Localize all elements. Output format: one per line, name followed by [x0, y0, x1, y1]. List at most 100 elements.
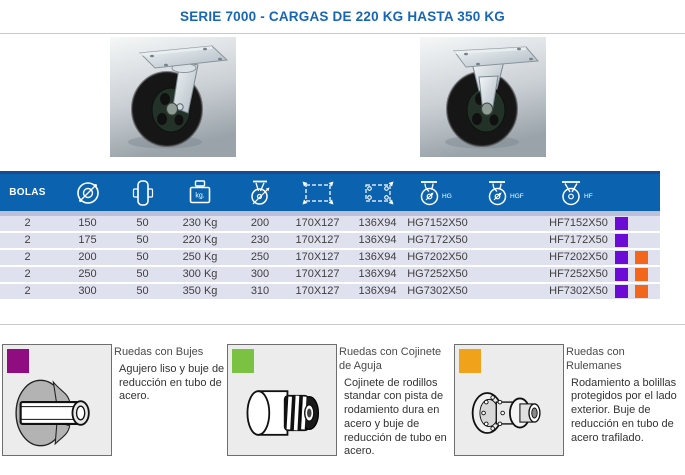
plate-size-icon — [302, 181, 333, 204]
legend-item-bujes: Ruedas con Bujes Agujero liso y buje de … — [0, 344, 227, 459]
cell-platina: 170X127 — [295, 251, 340, 263]
swivel-caster-hg-icon: HG — [420, 180, 452, 205]
cell-tipos — [612, 217, 660, 230]
fixed-caster-hf-icon: HF — [561, 180, 593, 205]
product-photos — [0, 34, 685, 158]
column-header-hgf: HGF — [470, 174, 545, 211]
cell-hg: HG7172X50 — [407, 234, 468, 246]
bujes-title: Ruedas con Bujes — [114, 346, 204, 358]
table-body: 2 150 50 230 Kg 200 170X127 136X94 HG715… — [0, 216, 660, 301]
cell-hf: HF7172X50 — [549, 234, 608, 246]
cell-tipos — [612, 234, 660, 247]
bujes-description: Agujero liso y buje de reducción en tubo… — [119, 362, 225, 403]
cell-ancho: 50 — [136, 268, 149, 280]
swivel-caster-photo — [110, 37, 236, 157]
cell-agujeros: 136X94 — [358, 268, 397, 280]
column-header-hg: HG — [405, 174, 470, 211]
type-swatch-bujes — [615, 285, 628, 298]
bolt-holes-icon — [364, 181, 393, 204]
cell-carga: 220 Kg — [182, 234, 218, 246]
fixed-caster-photo — [420, 37, 546, 157]
swivel-caster-hgf-icon: HGF — [488, 180, 524, 205]
table-row: 2 175 50 220 Kg 230 170X127 136X94 HG717… — [0, 233, 660, 250]
rulemanes-text: Ruedas con Rulemanes Rodamiento a bolill… — [564, 344, 677, 459]
page-title: SERIE 7000 - CARGAS DE 220 KG HASTA 350 … — [180, 9, 505, 24]
cell-hg: HG7202X50 — [407, 251, 468, 263]
bujes-text: Ruedas con Bujes Agujero liso y buje de … — [112, 344, 225, 459]
mounting-height-icon — [251, 180, 270, 205]
type-swatch-bujes — [615, 268, 628, 281]
bearing-legend: Ruedas con Bujes Agujero liso y buje de … — [0, 344, 685, 459]
kg-label: kg. — [195, 192, 204, 199]
cell-tipos — [612, 268, 660, 281]
title-bar: SERIE 7000 - CARGAS DE 220 KG HASTA 350 … — [0, 0, 685, 34]
type-swatch-bujes — [615, 234, 628, 247]
cell-platina: 170X127 — [295, 268, 340, 280]
cell-diametro: 250 — [78, 268, 97, 280]
cell-hf: HF7202X50 — [549, 251, 608, 263]
type-swatch-rulemanes — [635, 285, 648, 298]
hg-column-label: HG — [442, 193, 452, 200]
cell-carga: 250 Kg — [182, 251, 218, 263]
table-row: 2 300 50 350 Kg 310 170X127 136X94 HG730… — [0, 284, 660, 301]
cojinete-aguja-title: Ruedas con Cojinete de Aguja — [339, 346, 442, 372]
column-header-height — [235, 174, 285, 211]
rulemanes-image-box — [454, 344, 564, 456]
ball-bearing-illustration — [471, 392, 541, 434]
hf-column-label: HF — [584, 193, 593, 200]
bujes-image-box — [2, 344, 112, 456]
cell-ancho: 50 — [136, 234, 149, 246]
cell-hf: HF7152X50 — [549, 217, 608, 229]
wheel-width-icon — [132, 179, 153, 206]
rulemanes-title: Ruedas con Rulemanes — [566, 346, 625, 372]
fixed-caster-illustration — [420, 37, 546, 157]
cell-bolas: 2 — [24, 251, 31, 263]
cell-agujeros: 136X94 — [358, 234, 397, 246]
legend-item-rulemanes: Ruedas con Rulemanes Rodamiento a bolill… — [454, 344, 681, 459]
cojinete-aguja-image-box — [227, 344, 337, 456]
bujes-color-swatch — [7, 349, 29, 373]
section-divider — [0, 324, 685, 325]
cell-hg: HG7302X50 — [407, 285, 468, 297]
cell-platina: 170X127 — [295, 217, 340, 229]
product-table: BOLAS — [0, 171, 660, 301]
cell-hf: HF7252X50 — [549, 268, 608, 280]
cell-diametro: 175 — [78, 234, 97, 246]
cell-altura: 200 — [250, 217, 270, 229]
header-separator — [0, 211, 660, 216]
cell-carga: 230 Kg — [182, 217, 218, 229]
cojinete-aguja-color-swatch — [232, 349, 254, 373]
bolas-label: BOLAS — [9, 187, 46, 198]
cell-platina: 170X127 — [295, 234, 340, 246]
cell-ancho: 50 — [136, 285, 149, 297]
cell-agujeros: 136X94 — [358, 251, 397, 263]
rulemanes-color-swatch — [459, 349, 481, 373]
cell-diametro: 300 — [78, 285, 97, 297]
cell-altura: 300 — [250, 268, 270, 280]
cojinete-aguja-text: Ruedas con Cojinete de Aguja Cojinete de… — [337, 344, 450, 459]
table-header: BOLAS — [0, 171, 660, 211]
table-row: 2 250 50 300 Kg 300 170X127 136X94 HG725… — [0, 267, 660, 284]
cell-agujeros: 136X94 — [358, 285, 397, 297]
wheel-diameter-icon — [76, 181, 99, 204]
cell-tipos — [612, 251, 660, 264]
cell-altura: 250 — [250, 251, 270, 263]
cell-hf: HF7302X50 — [549, 285, 608, 297]
column-header-width — [120, 174, 165, 211]
column-header-plate-size — [285, 174, 350, 211]
cell-altura: 230 — [250, 234, 270, 246]
cell-hg: HG7152X50 — [407, 217, 468, 229]
type-swatch-bujes — [615, 217, 628, 230]
hgf-column-label: HGF — [510, 193, 524, 200]
table-row: 2 150 50 230 Kg 200 170X127 136X94 HG715… — [0, 216, 660, 233]
cell-carga: 300 Kg — [182, 268, 218, 280]
cell-bolas: 2 — [24, 217, 31, 229]
cell-hg: HG7252X50 — [407, 268, 468, 280]
cell-ancho: 50 — [136, 251, 149, 263]
cell-agujeros: 136X94 — [358, 217, 397, 229]
legend-item-cojinete-aguja: Ruedas con Cojinete de Aguja Cojinete de… — [227, 344, 454, 459]
type-swatch-rulemanes — [635, 251, 648, 264]
column-header-bolas: BOLAS — [0, 174, 55, 211]
bushing-illustration — [15, 379, 90, 447]
swivel-caster-illustration — [110, 37, 236, 157]
